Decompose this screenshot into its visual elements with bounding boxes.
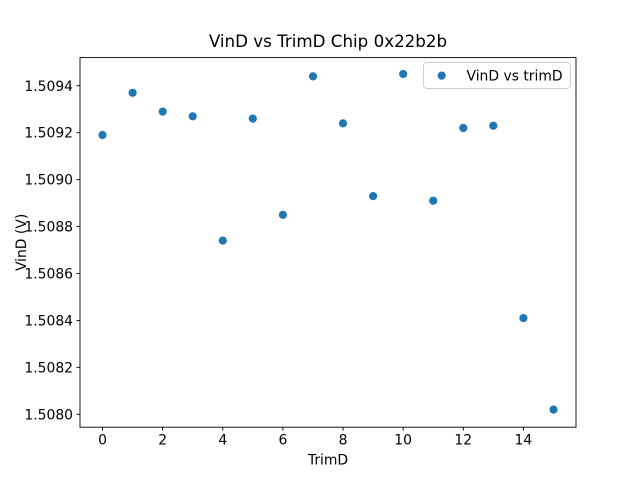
data-point: [248, 114, 257, 123]
data-point: [278, 210, 287, 219]
data-point: [399, 69, 408, 79]
y-tick-label: 1.5092: [24, 126, 73, 142]
chart-title: VinD vs TrimD Chip 0x22b2b: [209, 31, 447, 51]
x-tick-label: 12: [454, 433, 472, 449]
x-axis-ticks: 0 2 4 6 8 10 12 14: [98, 427, 532, 449]
data-point: [128, 88, 137, 97]
x-tick-label: 4: [218, 433, 227, 449]
data-point: [98, 130, 107, 140]
y-axis-ticks: 1.5080 1.5082 1.5084 1.5086 1.5088 1.5090 1.50…: [24, 79, 80, 423]
x-tick-label: 8: [339, 433, 348, 449]
data-point: [459, 123, 468, 133]
y-tick-label: 1.5088: [24, 220, 73, 236]
x-tick-label: 0: [98, 433, 107, 449]
legend-marker-dot-icon: [437, 71, 446, 80]
data-point: [549, 405, 558, 414]
data-point: [218, 236, 227, 245]
data-point: [158, 107, 167, 116]
data-point: [429, 196, 438, 205]
axes-frame: [79, 57, 577, 428]
y-tick-label: 1.5086: [24, 266, 73, 282]
data-point: [188, 112, 197, 121]
data-point: [519, 314, 528, 323]
data-point: [489, 121, 498, 130]
data-point: [338, 119, 348, 128]
y-tick-label: 1.5082: [24, 360, 73, 376]
data-point: [308, 72, 318, 81]
y-tick-label: 1.5084: [24, 313, 73, 329]
x-tick-label: 10: [394, 433, 412, 449]
x-axis-label: TrimD: [307, 453, 348, 469]
data-point: [369, 192, 378, 201]
y-tick-label: 1.5090: [24, 173, 73, 189]
y-tick-label: 1.5080: [24, 407, 73, 423]
x-tick-label: 6: [278, 433, 287, 449]
legend: VinD vs trimD: [423, 62, 571, 89]
y-tick-label: 1.5094: [24, 79, 73, 95]
scatter-series: [98, 69, 558, 414]
y-axis-label: VinD (V): [14, 214, 30, 271]
x-tick-label: 14: [515, 433, 533, 449]
x-tick-label: 2: [158, 433, 167, 449]
legend-frame: [423, 62, 571, 89]
legend-label: VinD vs trimD: [467, 68, 563, 84]
